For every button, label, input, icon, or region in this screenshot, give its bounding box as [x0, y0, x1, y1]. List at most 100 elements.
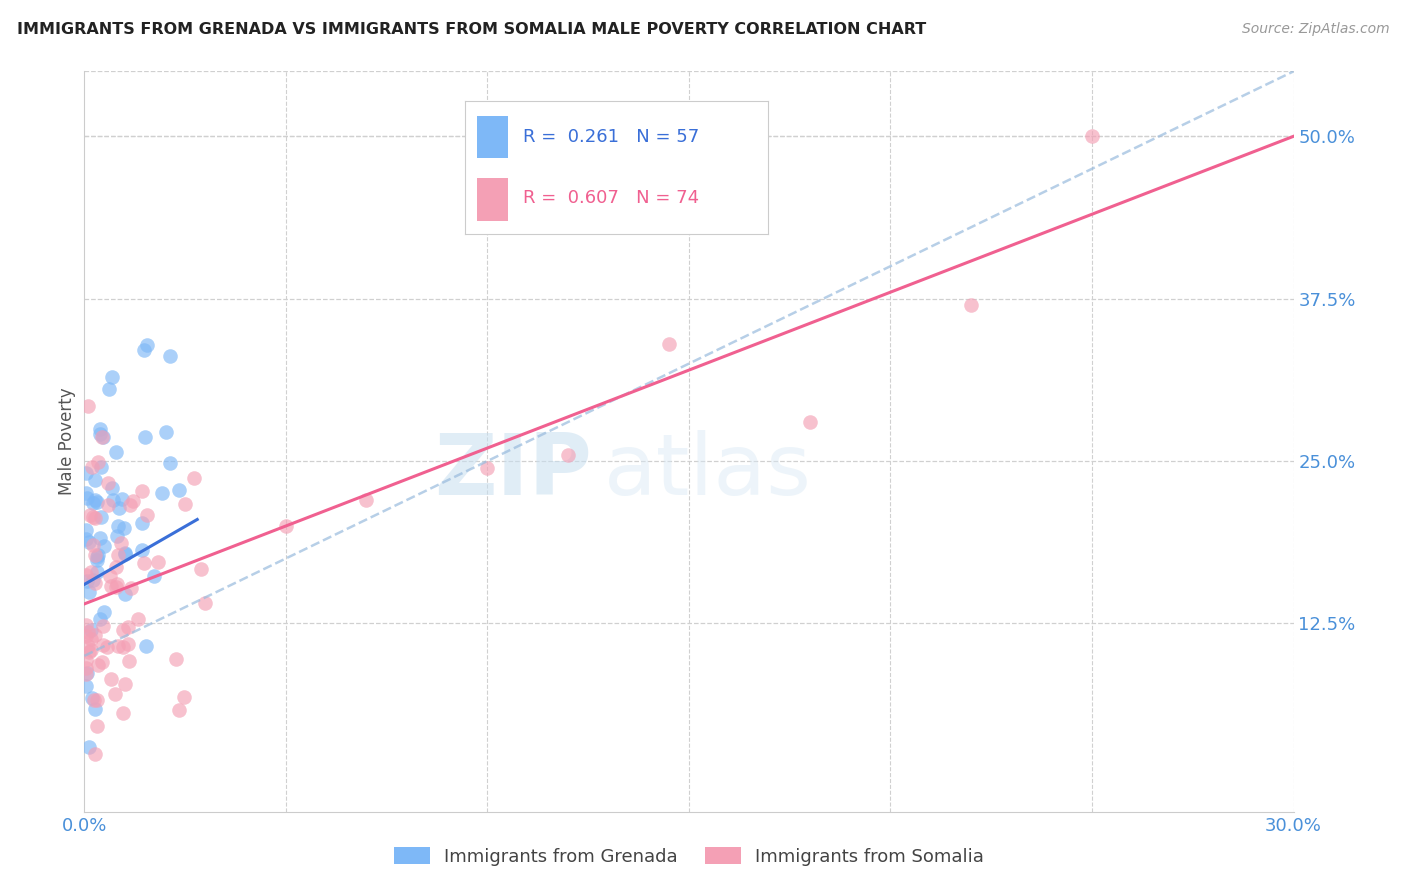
Point — [91, 638, 114, 652]
Text: atlas: atlas — [605, 430, 813, 513]
Point — [114, 677, 136, 691]
Point — [107, 518, 129, 533]
Point — [77, 399, 100, 413]
Text: Source: ZipAtlas.com: Source: ZipAtlas.com — [1241, 22, 1389, 37]
Point — [76, 625, 98, 640]
Point — [82, 509, 104, 524]
Point — [98, 569, 121, 583]
Point — [105, 560, 128, 574]
Point — [90, 655, 112, 669]
Point — [91, 430, 114, 444]
Point — [80, 623, 103, 637]
Point — [110, 536, 132, 550]
Point — [80, 459, 103, 474]
Point — [84, 702, 107, 716]
Point — [658, 337, 681, 351]
Point — [105, 576, 128, 591]
Point — [93, 605, 115, 619]
Point — [80, 691, 103, 706]
Point — [86, 692, 108, 706]
Point — [84, 628, 107, 642]
Point — [134, 556, 156, 570]
Point — [79, 508, 101, 522]
Point — [190, 562, 212, 576]
Point — [77, 639, 100, 653]
Point — [76, 491, 98, 506]
Point — [86, 549, 108, 564]
Point — [120, 582, 142, 596]
Point — [107, 549, 129, 563]
Point — [1081, 129, 1104, 144]
Point — [118, 498, 141, 512]
Point — [80, 632, 103, 646]
Point — [75, 567, 97, 582]
Point — [75, 618, 97, 632]
Point — [173, 690, 195, 704]
Point — [112, 640, 135, 655]
Point — [77, 740, 100, 755]
Point — [100, 672, 122, 686]
Point — [86, 565, 108, 579]
Point — [107, 639, 129, 653]
Point — [174, 497, 197, 511]
Point — [97, 498, 120, 512]
Point — [93, 618, 115, 632]
Point — [117, 620, 139, 634]
Point — [100, 370, 122, 384]
Text: ZIP: ZIP — [434, 430, 592, 513]
Point — [84, 747, 107, 761]
Point — [75, 667, 97, 681]
Point — [105, 444, 128, 458]
Point — [111, 706, 134, 721]
Point — [165, 652, 187, 666]
Point — [86, 455, 108, 469]
Point — [75, 466, 97, 480]
Point — [75, 661, 97, 675]
Point — [274, 519, 297, 533]
Point — [114, 587, 136, 601]
Point — [82, 538, 104, 552]
Point — [135, 639, 157, 653]
Point — [356, 493, 378, 508]
Point — [183, 471, 205, 485]
Point — [148, 555, 170, 569]
Point — [136, 338, 159, 352]
Point — [557, 448, 579, 462]
Point — [799, 415, 821, 429]
Point — [167, 703, 190, 717]
Point — [75, 523, 97, 537]
Point — [117, 637, 139, 651]
Point — [77, 535, 100, 549]
Point — [83, 693, 105, 707]
Point — [118, 654, 141, 668]
Point — [114, 547, 136, 561]
Point — [127, 612, 149, 626]
Point — [112, 521, 135, 535]
Point — [87, 548, 110, 562]
Point — [86, 718, 108, 732]
Point — [83, 575, 105, 590]
Point — [112, 623, 135, 637]
Point — [79, 565, 101, 579]
Point — [159, 456, 181, 470]
Point — [75, 485, 97, 500]
Point — [89, 422, 111, 436]
Point — [101, 481, 124, 495]
Point — [82, 574, 104, 588]
Point — [84, 548, 107, 562]
Point — [76, 574, 98, 589]
Point — [114, 546, 136, 560]
Point — [84, 474, 107, 488]
Point — [86, 553, 108, 567]
Point — [100, 579, 122, 593]
Point — [90, 509, 112, 524]
Point — [121, 493, 143, 508]
Point — [169, 483, 191, 497]
Point — [89, 612, 111, 626]
Point — [135, 508, 157, 522]
Point — [84, 511, 107, 525]
Point — [97, 475, 120, 490]
Point — [80, 643, 103, 657]
Point — [91, 430, 114, 444]
Point — [87, 658, 110, 673]
